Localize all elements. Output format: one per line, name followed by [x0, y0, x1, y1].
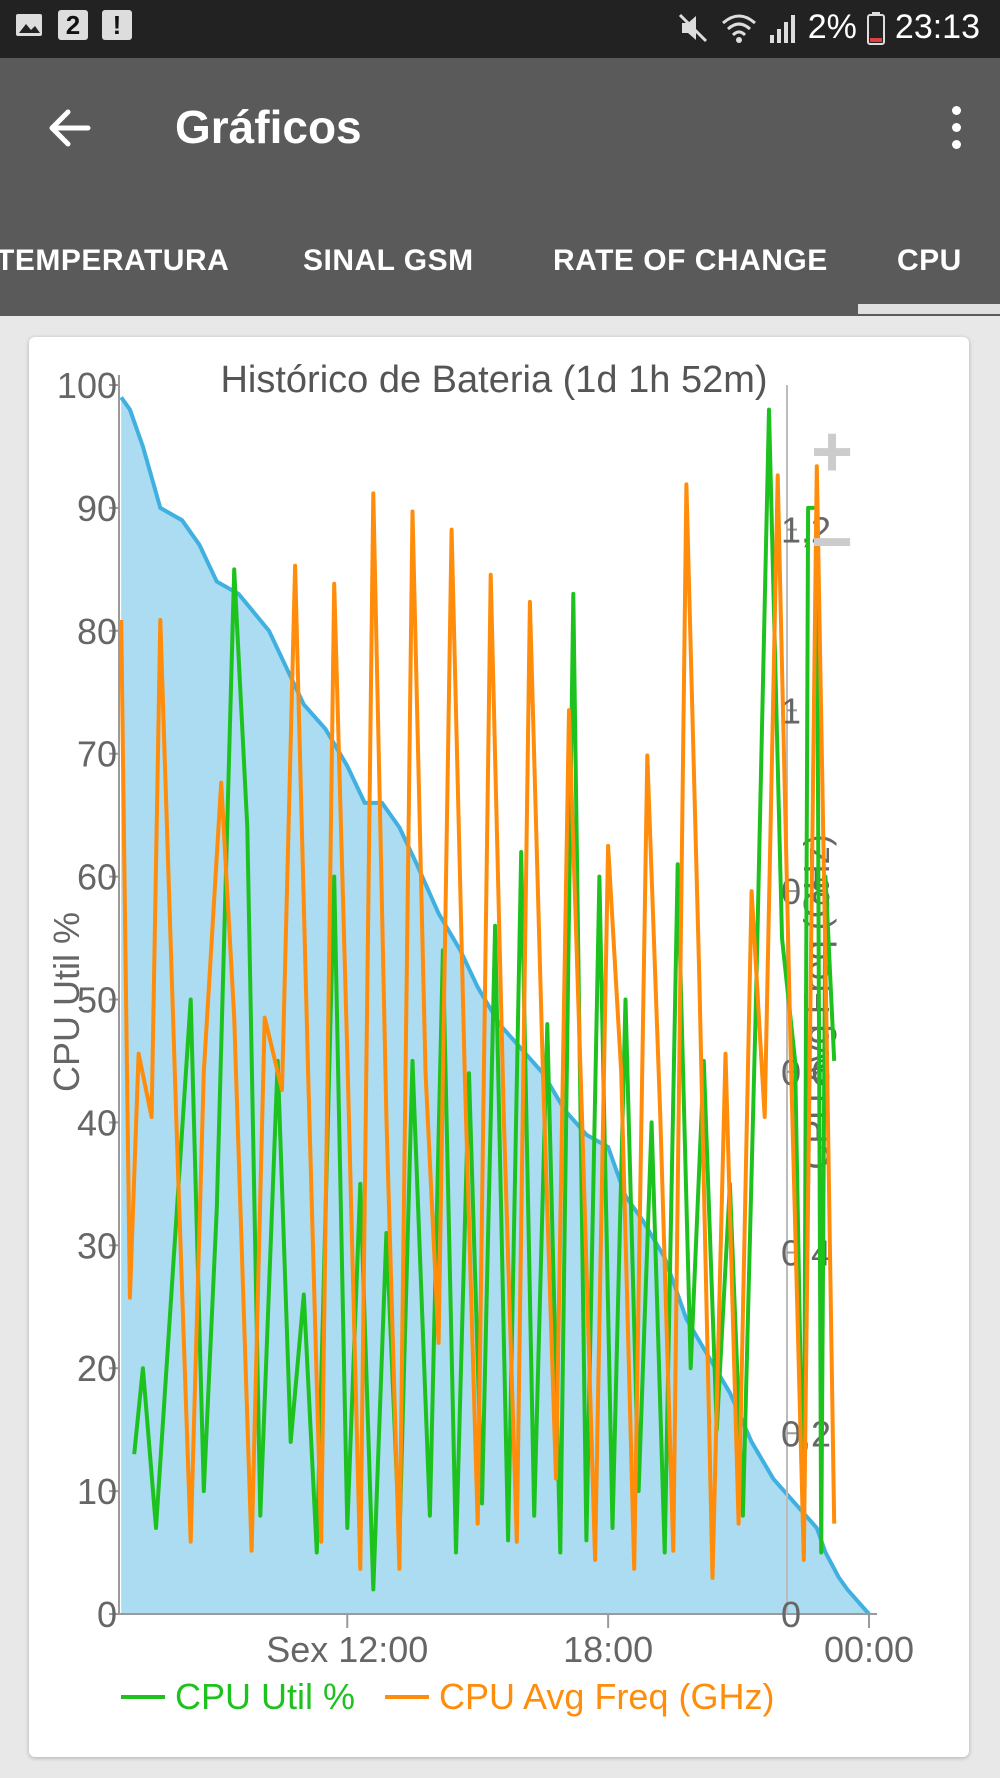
page-title: Gráficos	[175, 101, 362, 153]
x-tick-label: 00:00	[824, 1629, 914, 1670]
battery-percent: 2%	[807, 8, 857, 46]
chart-card: Histórico de Bateria (1d 1h 52m) 0 10 20 30 4…	[29, 337, 969, 1757]
y-axis-label: CPU Util %	[46, 912, 87, 1092]
x-tick-label: 18:00	[563, 1629, 653, 1670]
zoom-out-button[interactable]: −	[810, 502, 854, 582]
tab-temperatura[interactable]: TEMPERATURA	[0, 244, 230, 277]
tab-cpu[interactable]: CPU	[897, 244, 962, 277]
legend-label: CPU Util %	[175, 1676, 355, 1717]
y2-tick-label: 1	[781, 690, 801, 731]
signal-icon	[769, 14, 795, 43]
arrow-back-icon[interactable]	[40, 98, 100, 158]
tab-bar: TEMPERATURA SINAL GSM RATE OF CHANGE CPU	[0, 208, 1000, 316]
battery-cpu-chart[interactable]: Histórico de Bateria (1d 1h 52m)01020304…	[29, 337, 969, 1757]
tab-rate-of-change[interactable]: RATE OF CHANGE	[553, 244, 828, 277]
y2-tick-label: 0	[781, 1594, 801, 1635]
y-tick-label: 10	[77, 1471, 117, 1512]
y-tick-label: 70	[77, 734, 117, 775]
zoom-in-button[interactable]: +	[810, 412, 854, 492]
status-bar: 2 ! 2% 23:13	[0, 0, 1000, 58]
y-tick-label: 100	[57, 365, 117, 406]
y-tick-label: 80	[77, 611, 117, 652]
tab-sinal-gsm[interactable]: SINAL GSM	[303, 244, 474, 277]
y-tick-label: 90	[77, 488, 117, 529]
tab-indicator	[858, 304, 1000, 314]
battery-line	[119, 396, 871, 1616]
y-tick-label: 40	[77, 1102, 117, 1143]
exclamation-icon: !	[102, 10, 132, 40]
y-tick-label: 20	[77, 1348, 117, 1389]
app-bar: Gráficos TEMPERATURA SINAL GSM RATE OF C…	[0, 58, 1000, 316]
more-vert-icon[interactable]	[948, 106, 964, 157]
clock: 23:13	[894, 8, 980, 46]
wifi-icon	[721, 14, 756, 43]
y-tick-label: 0	[97, 1594, 117, 1635]
x-tick-label: Sex 12:00	[266, 1629, 428, 1670]
y-tick-label: 30	[77, 1225, 117, 1266]
mute-icon	[678, 13, 707, 42]
notification-count-badge: 2	[58, 10, 88, 40]
legend-label: CPU Avg Freq (GHz)	[439, 1676, 774, 1717]
chart-title: Histórico de Bateria (1d 1h 52m)	[220, 359, 767, 401]
y-tick-label: 50	[77, 980, 117, 1021]
battery-icon	[866, 11, 885, 45]
y-tick-label: 60	[77, 857, 117, 898]
image-icon	[16, 14, 42, 36]
series-line-cpu-freq	[119, 464, 837, 1580]
